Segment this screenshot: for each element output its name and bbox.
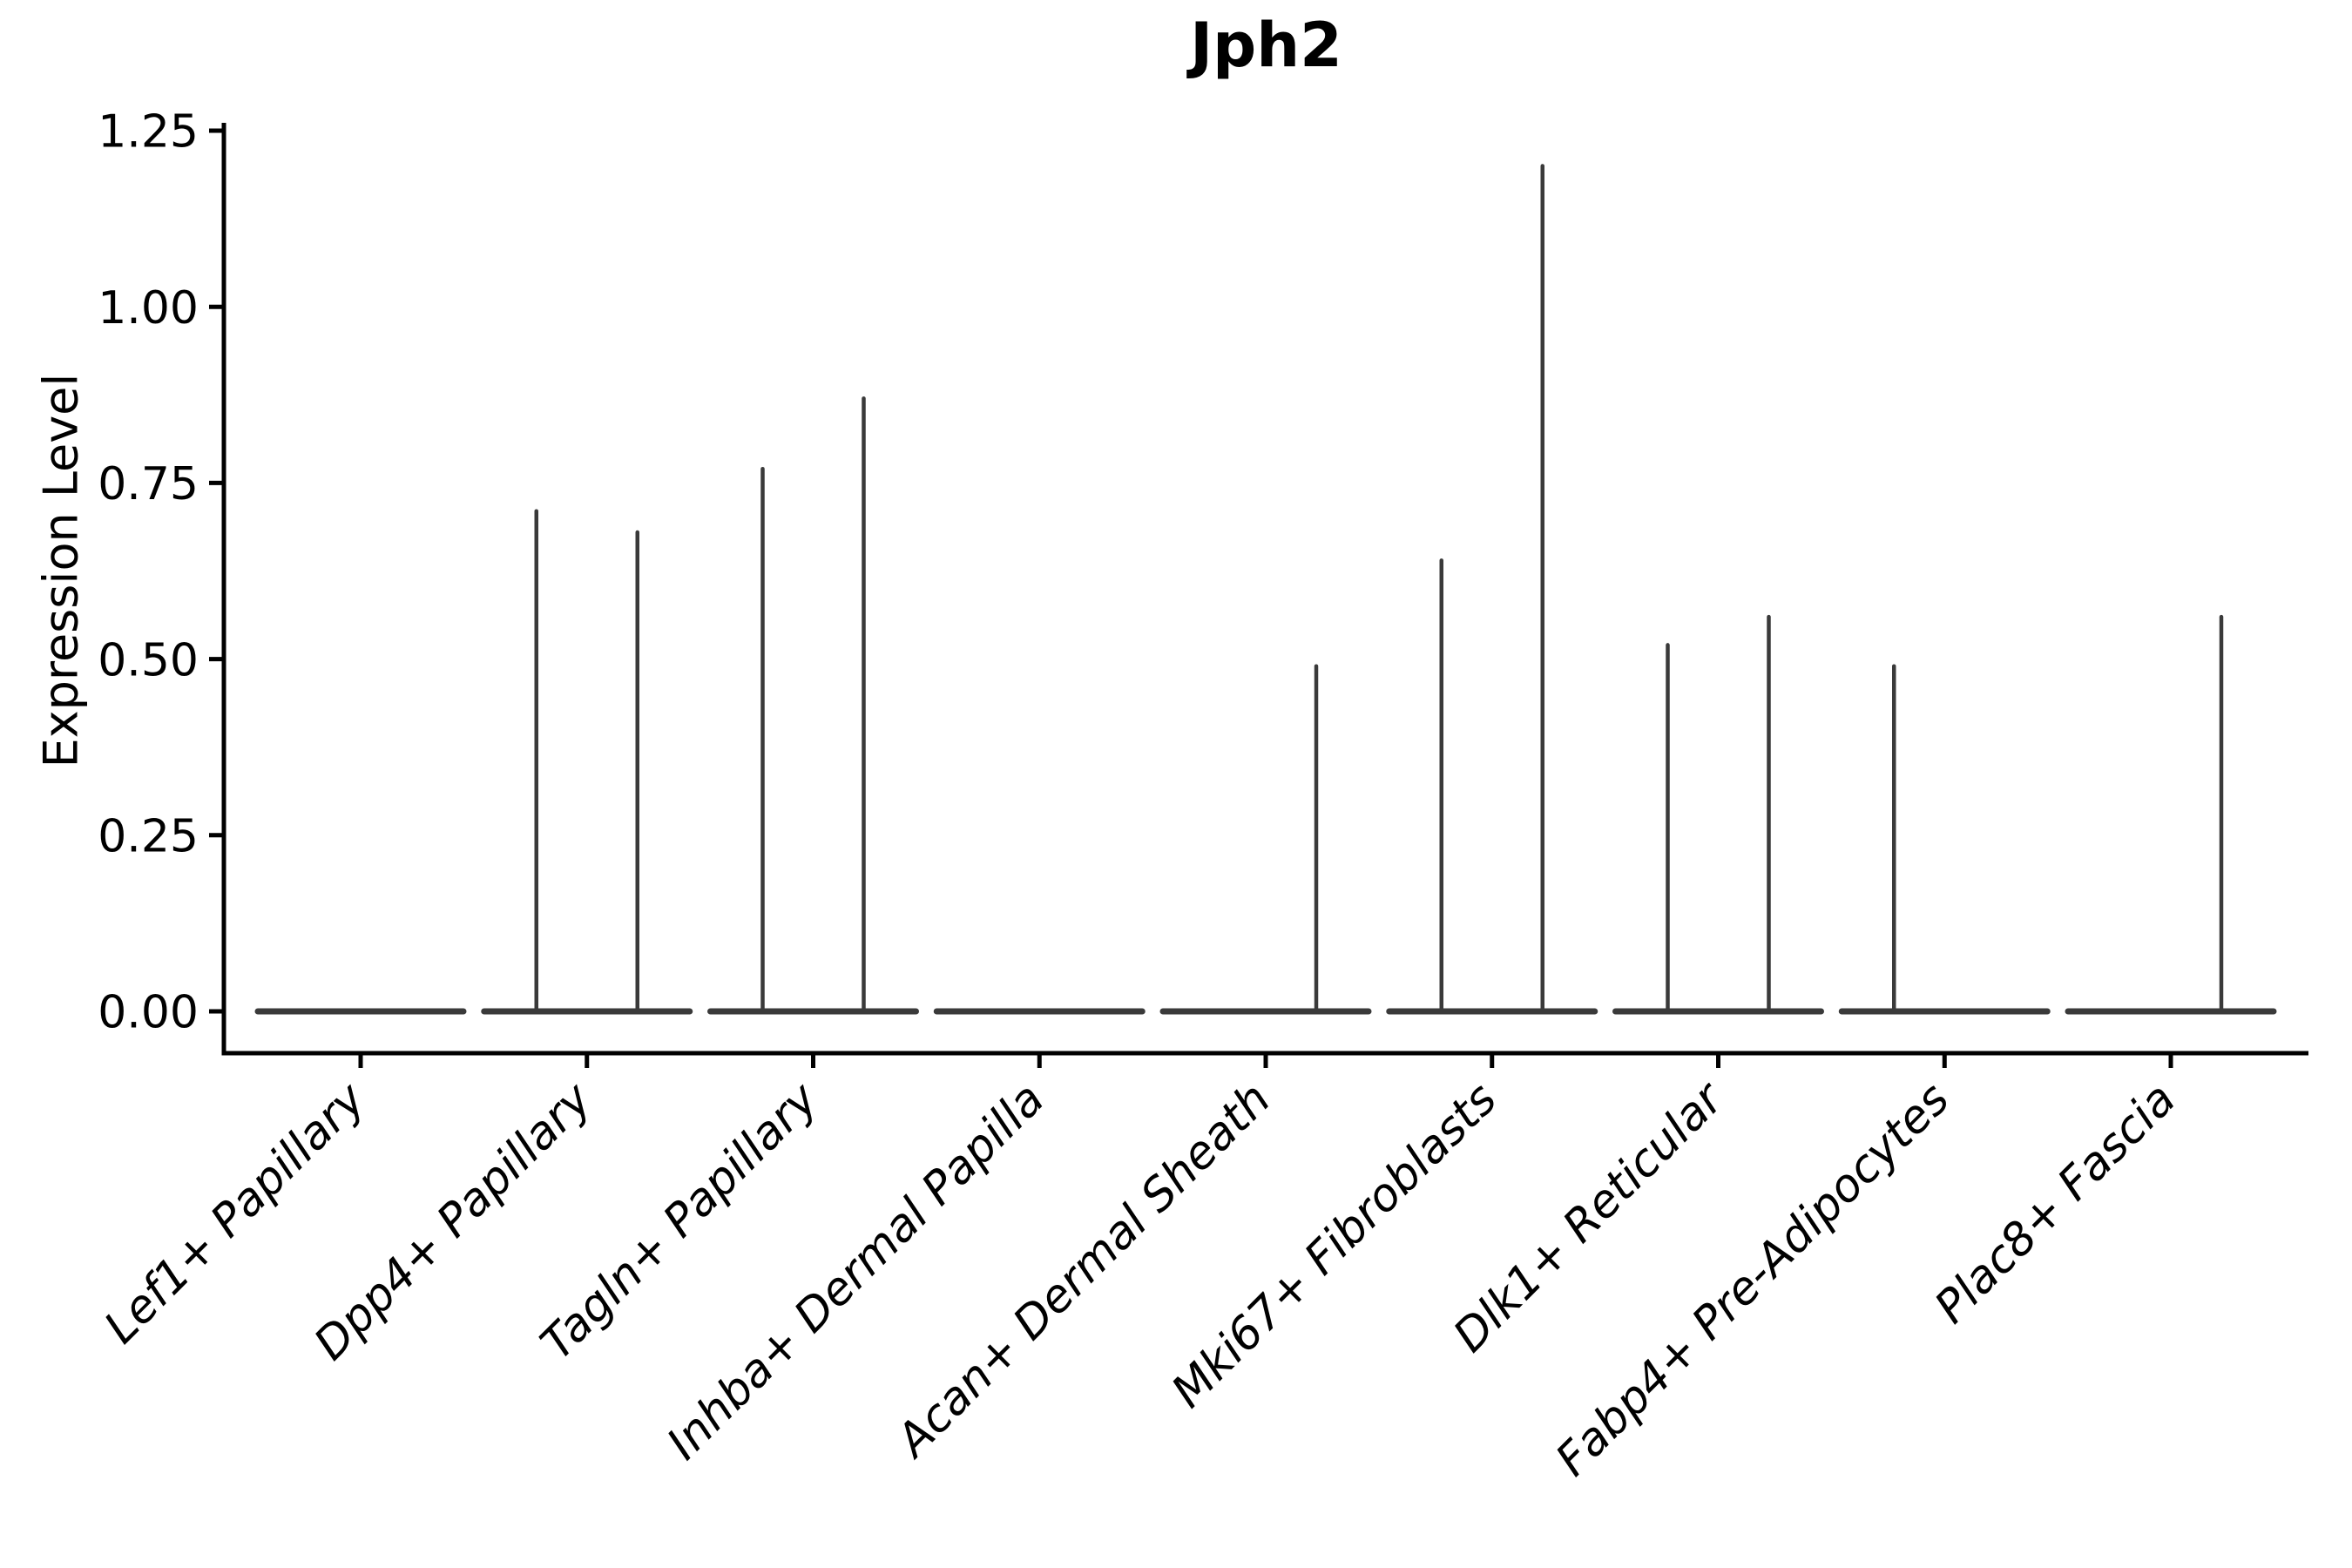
y-tick-label: 0.75 — [98, 458, 199, 510]
y-tick-label: 0.25 — [98, 811, 199, 863]
y-tick-label: 1.00 — [98, 282, 199, 335]
y-tick-label: 0.00 — [98, 987, 199, 1039]
y-tick-label: 1.25 — [98, 106, 199, 159]
x-tick-label: Plac8+ Fascia — [1925, 1073, 2186, 1334]
y-axis-label: Expression Level — [33, 373, 89, 768]
x-tick-label: Inhba+ Dermal Papilla — [658, 1073, 1055, 1470]
x-tick-label: Acan+ Dermal Sheath — [885, 1073, 1281, 1469]
y-tick-label: 0.50 — [98, 634, 199, 686]
chart-title: Jph2 — [1190, 10, 1342, 81]
x-tick-label: Fabp4+ Pre-Adipocytes — [1546, 1073, 1960, 1487]
